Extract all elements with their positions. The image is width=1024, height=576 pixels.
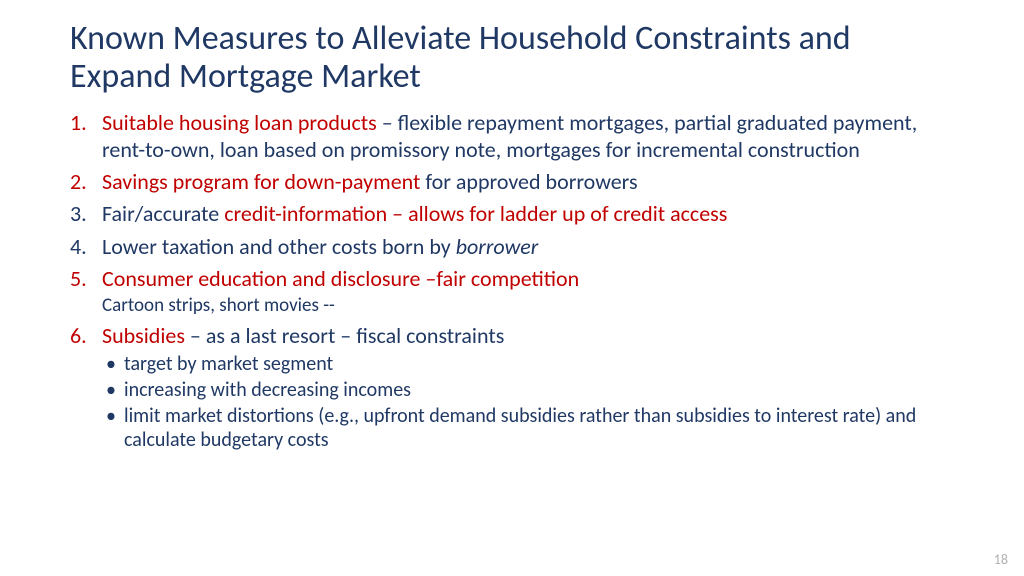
list-item-text: Consumer education and disclosure –fair … [102,266,954,292]
list-item: Suitable housing loan products – flexibl… [70,110,954,163]
text-span: Fair/accurate [102,200,224,227]
text-span: Consumer education and disclosure –fair … [102,265,579,292]
text-span: Lower taxation and other costs born by [102,233,456,260]
list-item-text: Suitable housing loan products – flexibl… [102,110,954,163]
list-item: Subsidies – as a last resort – fiscal co… [70,323,954,451]
sub-bullet-item: target by market segment [102,352,954,376]
text-span: for approved borrowers [425,168,637,195]
list-item: Lower taxation and other costs born by b… [70,234,954,260]
text-span: borrower [456,233,539,260]
list-item-text: Subsidies – as a last resort – fiscal co… [102,323,954,349]
sub-bullet-item: limit market distortions (e.g., upfront … [102,404,954,452]
numbered-list: Suitable housing loan products – flexibl… [70,110,954,452]
text-span: Subsidies [102,322,190,349]
list-item-text: Fair/accurate credit-information – allow… [102,201,954,227]
list-item: Savings program for down-payment for app… [70,169,954,195]
list-item-text: Lower taxation and other costs born by b… [102,234,954,260]
list-item-subline: Cartoon strips, short movies -- [102,295,954,318]
slide-title: Known Measures to Alleviate Household Co… [70,20,954,96]
text-span: credit-information – allows for ladder u… [224,200,727,227]
sub-bullet-item: increasing with decreasing incomes [102,378,954,402]
page-number: 18 [994,551,1008,568]
text-span: – as a last resort – fiscal constraints [190,322,504,349]
text-span: Savings program for down-payment [102,168,425,195]
slide: Known Measures to Alleviate Household Co… [0,0,1024,576]
list-item: Fair/accurate credit-information – allow… [70,201,954,227]
text-span: Suitable housing loan products [102,109,382,136]
sub-bullet-list: target by market segmentincreasing with … [102,352,954,452]
list-item: Consumer education and disclosure –fair … [70,266,954,317]
list-item-text: Savings program for down-payment for app… [102,169,954,195]
